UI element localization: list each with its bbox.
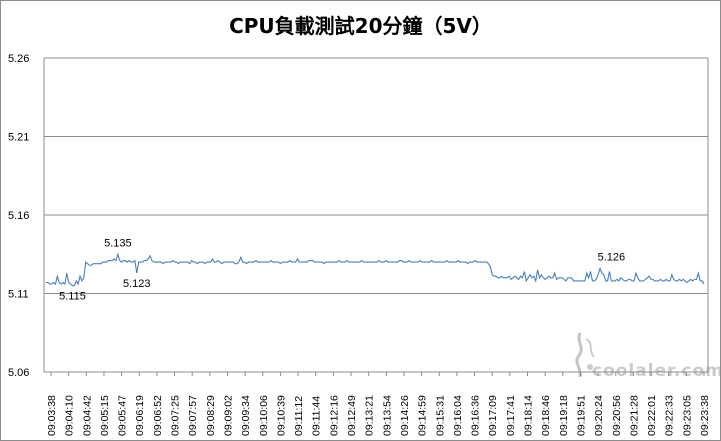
x-tick-label: 09:07:57 — [187, 395, 199, 436]
x-tick-label: 09:10:06 — [258, 395, 270, 436]
watermark: coolaler.com — [568, 332, 721, 401]
series-layer — [46, 252, 705, 287]
x-tick-label: 09:23:38 — [699, 395, 711, 436]
gridlines — [43, 57, 709, 373]
y-tick-label: 5.16 — [8, 210, 29, 222]
series-line — [46, 252, 705, 287]
y-tick-label: 5.11 — [8, 289, 29, 301]
x-tick-label: 09:11:12 — [293, 396, 305, 436]
data-label: 5.115 — [59, 291, 86, 303]
x-tick-label: 09:17:09 — [487, 395, 499, 436]
y-tick-label: 5.26 — [8, 53, 29, 65]
y-axis-ticks: 5.26 5.21 5.16 5.11 5.06 — [8, 53, 29, 379]
chart-title: CPU負載測試20分鐘（5V） — [229, 14, 492, 38]
x-tick-label: 09:05:15 — [99, 395, 111, 436]
x-tick-label: 09:13:54 — [381, 395, 393, 436]
data-label: 5.135 — [104, 237, 132, 249]
x-tick-label: 09:09:34 — [240, 395, 252, 436]
x-tick-label: 09:12:49 — [346, 395, 358, 436]
data-label: 5.123 — [123, 278, 151, 290]
x-tick-label: 09:10:39 — [275, 395, 287, 436]
x-tick-label: 09:04:42 — [81, 395, 93, 436]
x-tick-label: 09:09:02 — [222, 395, 234, 436]
x-tick-label: 09:07:25 — [170, 395, 182, 436]
x-axis-ticks: 09:03:38 09:04:10 09:04:42 09:05:15 09:05:47… — [46, 372, 711, 436]
x-tick-label: 09:20:56 — [611, 395, 623, 436]
x-tick-label: 09:12:16 — [328, 395, 340, 436]
x-tick-label: 09:15:31 — [434, 395, 446, 436]
x-tick-label: 09:18:46 — [540, 395, 552, 436]
x-tick-label: 09:19:18 — [558, 395, 570, 436]
watermark-text: coolaler.com — [592, 361, 721, 381]
x-tick-label: 09:13:21 — [364, 395, 376, 436]
x-tick-label: 09:04:10 — [64, 395, 76, 436]
x-tick-label: 09:16:04 — [452, 395, 464, 436]
x-tick-label: 09:22:01 — [646, 395, 658, 436]
x-tick-label: 09:05:47 — [117, 395, 129, 436]
x-tick-label: 09:20:24 — [593, 395, 605, 436]
data-labels: 5.115 5.135 5.123 5.126 — [59, 237, 625, 302]
x-tick-label: 09:14:59 — [417, 395, 429, 436]
watermark-logo-icon — [575, 332, 595, 378]
x-tick-label: 09:11:44 — [311, 396, 323, 436]
x-tick-label: 09:17:41 — [505, 395, 517, 436]
x-tick-label: 09:06:19 — [134, 395, 146, 436]
x-tick-label: 09:08:29 — [205, 395, 217, 436]
y-tick-label: 5.21 — [8, 132, 29, 144]
x-tick-label: 09:06:52 — [152, 395, 164, 436]
x-tick-label: 09:18:14 — [523, 395, 535, 436]
x-tick-label: 09:16:36 — [470, 395, 482, 436]
x-tick-label: 09:19:51 — [575, 395, 587, 436]
data-label: 5.126 — [598, 251, 626, 263]
x-tick-label: 09:14:26 — [399, 395, 411, 436]
x-tick-label: 09:03:38 — [46, 395, 58, 436]
x-tick-label: 09:21:28 — [628, 395, 640, 436]
x-tick-label: 09:22:33 — [664, 395, 676, 436]
x-tick-label: 09:23:05 — [681, 395, 693, 436]
y-tick-label: 5.06 — [8, 367, 29, 379]
